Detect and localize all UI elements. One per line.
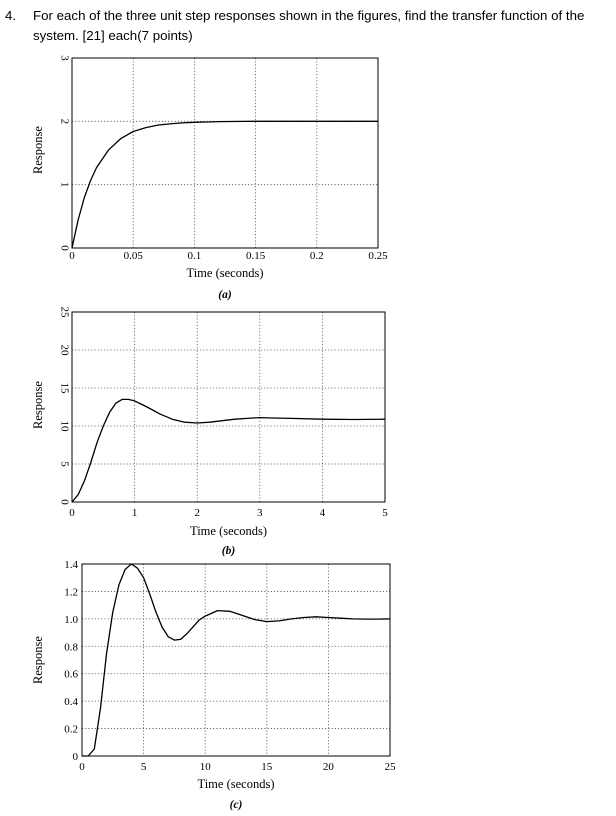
y-tick-label: 1.2 <box>64 586 78 598</box>
response-curve <box>71 398 386 503</box>
x-tick-label: 0.15 <box>246 250 266 262</box>
x-tick-label: 0.1 <box>188 250 202 262</box>
subplot-label: (b) <box>222 545 236 557</box>
y-tick-label: 0 <box>58 245 70 251</box>
y-tick-label: 0.8 <box>64 641 78 653</box>
y-tick-label: 3 <box>58 55 70 61</box>
subplot-label: (c) <box>230 799 243 811</box>
x-tick-label: 0 <box>69 507 75 519</box>
y-tick-label: 1.0 <box>64 614 78 626</box>
x-tick-label: 1 <box>132 507 138 519</box>
plot-frame <box>71 57 379 249</box>
x-tick-label: 2 <box>194 507 200 519</box>
question-prompt: For each of the three unit step response… <box>33 8 585 43</box>
chart-2: 0 5 10 15 20 25 0 0.2 0.4 0.6 0.8 1.0 1.2 1.4 Response… <box>31 559 396 811</box>
x-tick-label: 25 <box>385 761 397 773</box>
y-tick-label: 0 <box>58 499 70 505</box>
y-tick-label: 0 <box>73 751 79 763</box>
x-tick-label: 0.25 <box>368 250 388 262</box>
y-tick-label: 10 <box>58 421 70 433</box>
y-tick-label: 2 <box>58 119 70 125</box>
x-tick-label: 3 <box>257 507 263 519</box>
plot-frame <box>71 311 386 503</box>
x-tick-label: 4 <box>320 507 326 519</box>
y-tick-label: 25 <box>58 307 70 319</box>
y-tick-label: 15 <box>58 383 70 395</box>
response-curve <box>82 563 391 757</box>
x-tick-label: 0.05 <box>124 250 144 262</box>
x-tick-label: 0 <box>69 250 75 262</box>
x-axis-label: Time (seconds) <box>198 777 275 791</box>
chart-0: 0 0.05 0.1 0.15 0.2 0.25 0 1 2 3 Response Time (sec… <box>31 55 388 301</box>
chart-1: 0 1 2 3 4 5 0 5 10 15 20 25 Response Time (seconds) (b… <box>31 307 388 558</box>
plot-frame <box>81 563 391 757</box>
y-tick-label: 1.4 <box>64 559 78 571</box>
x-axis-label: Time (seconds) <box>187 266 264 280</box>
y-tick-label: 0.6 <box>64 669 78 681</box>
x-tick-label: 0.2 <box>310 250 324 262</box>
y-tick-label: 0.2 <box>64 724 78 736</box>
x-tick-label: 5 <box>382 507 388 519</box>
subplot-label: (a) <box>218 289 232 301</box>
y-tick-label: 0.4 <box>64 696 78 708</box>
question-number: 4. <box>5 8 17 23</box>
question-text-block: 4. For each of the three unit step respo… <box>5 6 605 46</box>
x-tick-label: 10 <box>200 761 212 773</box>
x-tick-label: 0 <box>79 761 85 773</box>
y-tick-label: 20 <box>58 345 70 357</box>
response-curve <box>71 120 378 249</box>
y-axis-label: Response <box>31 636 45 684</box>
y-tick-label: 5 <box>58 461 70 467</box>
y-tick-label: 1 <box>58 182 70 188</box>
x-axis-label: Time (seconds) <box>190 524 267 538</box>
y-axis-label: Response <box>31 381 45 429</box>
x-tick-label: 15 <box>261 761 273 773</box>
y-axis-label: Response <box>31 126 45 174</box>
x-tick-label: 20 <box>323 761 335 773</box>
x-tick-label: 5 <box>141 761 147 773</box>
